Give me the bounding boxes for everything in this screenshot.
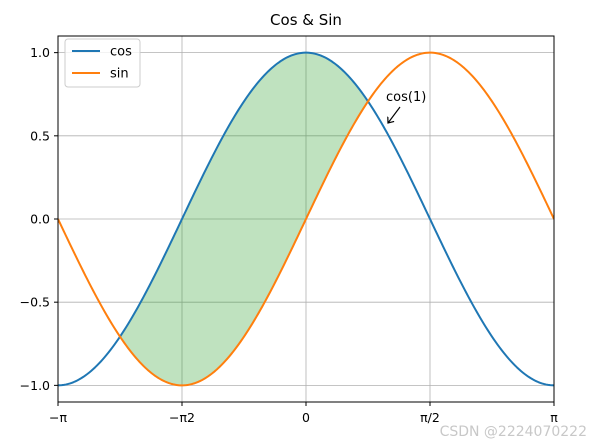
x-tick-label: −π2	[169, 410, 195, 425]
y-tick-label: 0.0	[30, 212, 50, 227]
fill-between-area	[120, 52, 368, 386]
legend: cos sin	[64, 38, 141, 88]
legend-label-cos: cos	[110, 45, 132, 60]
series-line-cos	[58, 51, 554, 387]
chart-title: Cos & Sin	[270, 11, 342, 29]
annotation: cos(1)	[386, 90, 426, 123]
axis-ticks: −π −π2 0 π/2 π −1.0 −0.5 0.0 0.5 1.0	[20, 45, 559, 425]
x-tick-label: −π	[49, 410, 67, 425]
legend-label-sin: sin	[110, 67, 129, 82]
series-lines	[58, 51, 554, 387]
watermark: CSDN @2224070222	[439, 424, 587, 440]
y-tick-label: −0.5	[20, 295, 50, 310]
y-tick-label: −1.0	[20, 378, 50, 393]
annotation-label: cos(1)	[386, 90, 426, 105]
y-tick-label: 1.0	[30, 45, 50, 60]
y-tick-label: 0.5	[30, 128, 50, 143]
series-line-sin	[58, 51, 554, 387]
fill-region	[120, 52, 368, 386]
annotation-arrow	[388, 106, 401, 123]
x-tick-label: π	[550, 410, 558, 425]
x-tick-label: π/2	[420, 410, 440, 425]
x-tick-label: 0	[302, 410, 310, 425]
